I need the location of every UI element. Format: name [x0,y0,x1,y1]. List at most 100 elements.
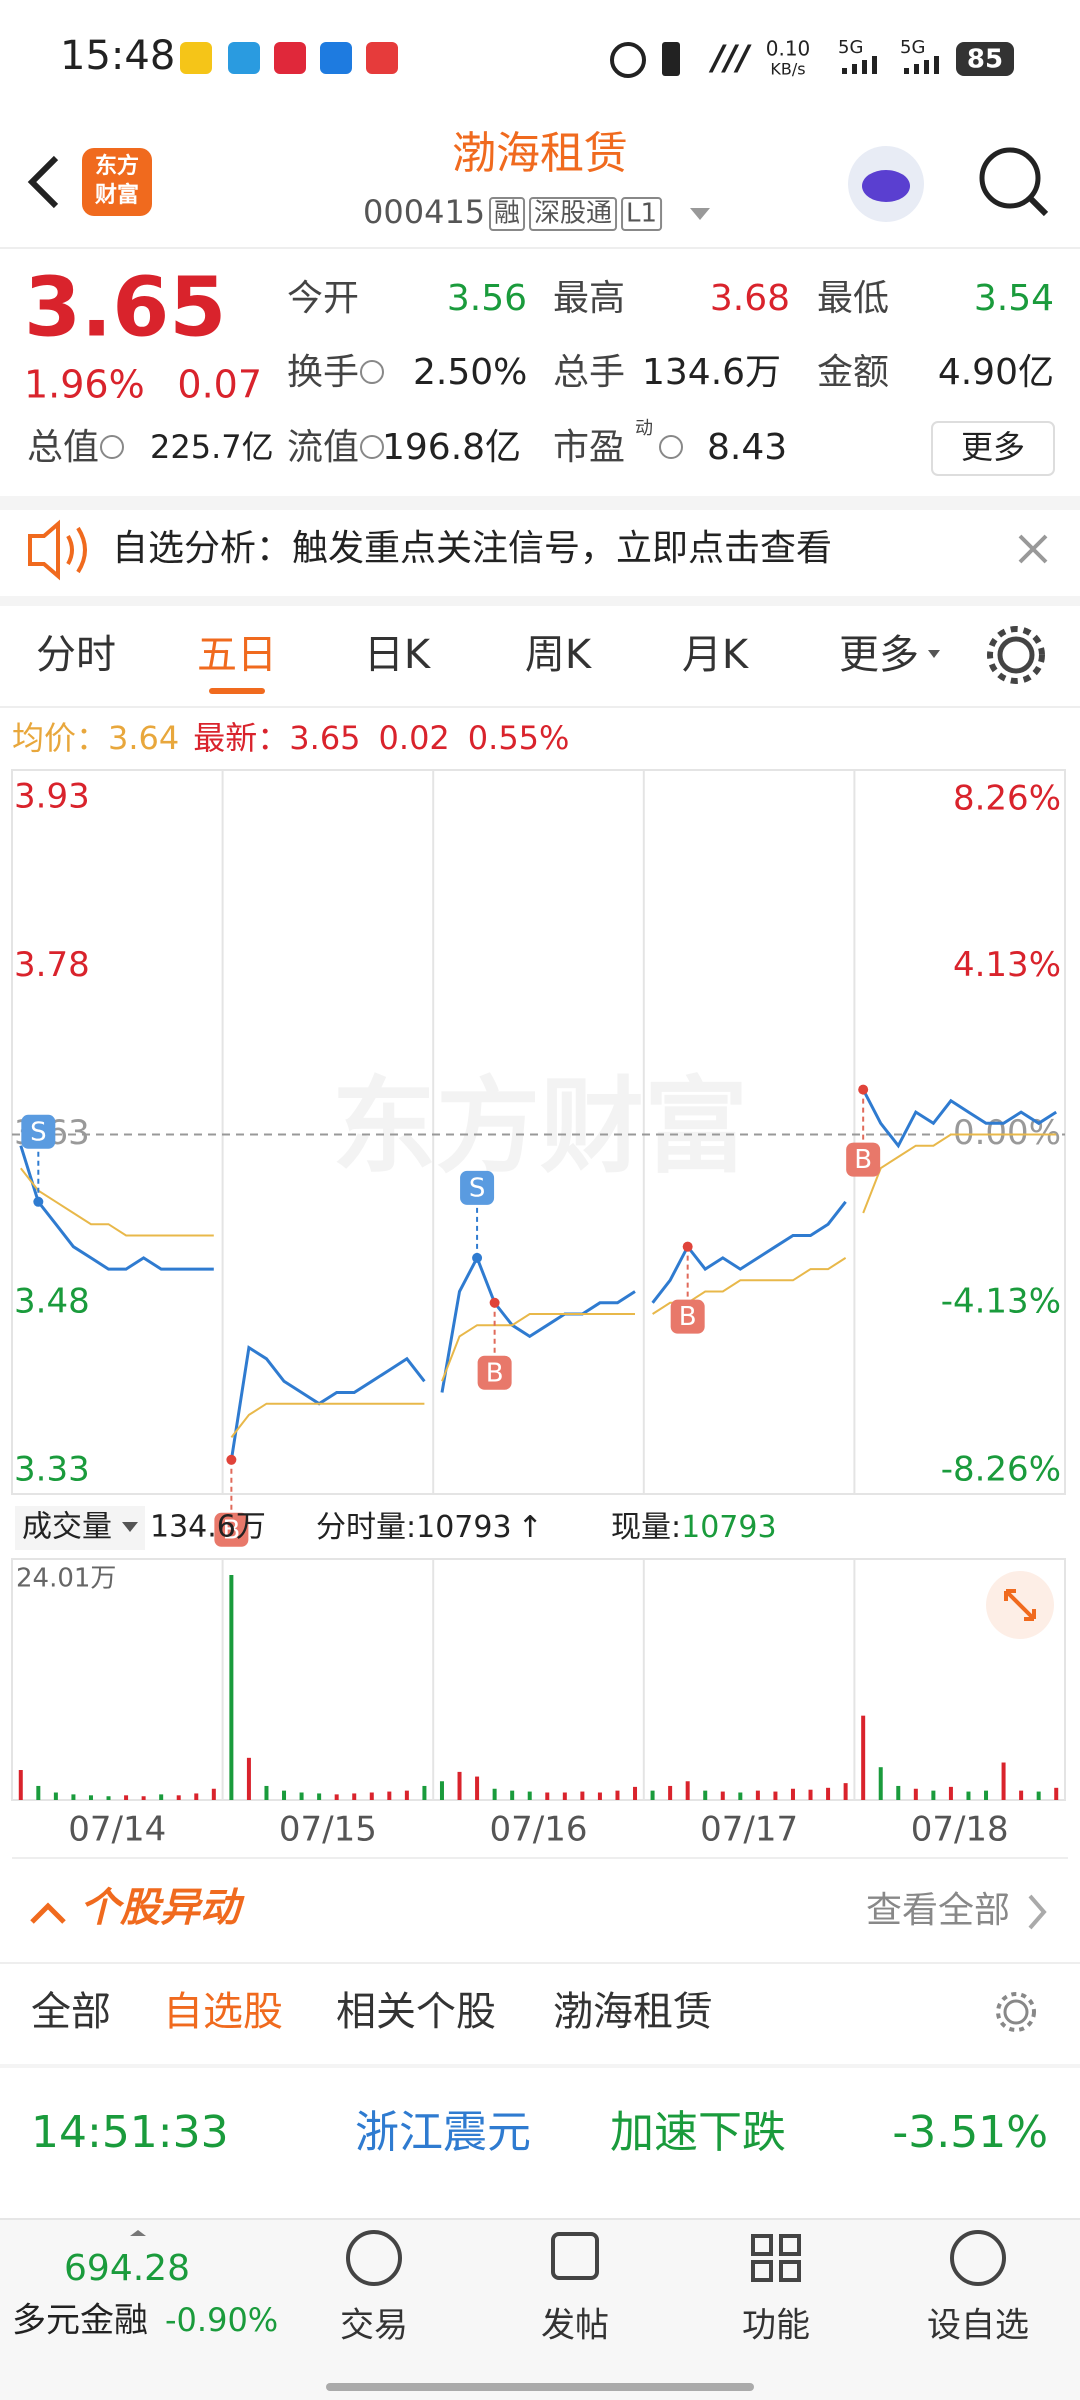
mover-tab[interactable]: 相关个股 [336,1989,496,2035]
signal-label: B [854,1145,872,1175]
field-value: 134.6万 [642,352,781,393]
volume-current: 现量:10793 [611,1510,777,1545]
nav-items: 交易 发帖 功能 设自选 [340,2306,1029,2346]
signal-label: 5G [838,37,863,58]
nav-label[interactable]: 设自选 [927,2306,1029,2346]
info-icon[interactable] [659,435,683,459]
signal-badge[interactable] [477,1355,512,1390]
latest-pct: 0.55% [468,719,570,757]
home-indicator [326,2383,754,2391]
chart-tab[interactable]: 月K [682,632,750,678]
movers-title: 个股异动 [80,1885,245,1931]
volume-bar [229,1575,234,1800]
field-label: 最低 [817,278,889,319]
info-icon[interactable] [360,360,384,384]
section-gap [0,596,1080,606]
app-icon [180,42,212,74]
volume-bar [334,1794,339,1800]
volume-bar [475,1776,480,1800]
more-button[interactable] [931,421,1055,476]
view-all[interactable]: 查看全部 [866,1890,1010,1931]
current-label: 现量: [611,1510,681,1545]
signal-label: 5G [900,37,925,58]
volume-bar [53,1792,58,1800]
volume-bar [1019,1790,1024,1800]
tag-box [489,197,526,231]
signal-label: S [469,1173,486,1203]
signal-label: S [30,1117,47,1147]
volume-bar [71,1794,76,1800]
dropdown-arrow[interactable] [690,208,710,220]
search-button[interactable] [979,147,1041,209]
mover-tab[interactable]: 渤海租赁 [553,1989,713,2035]
info-icon[interactable] [100,435,124,459]
volume-bar [141,1796,146,1800]
field-label: 换手 [287,352,359,393]
signal-badge[interactable] [214,1512,249,1547]
tag-box [529,197,618,231]
mover-tab[interactable]: 自选股 [163,1989,283,2035]
collapse-icon[interactable] [30,1902,66,1924]
chart-tab[interactable]: 更多 [839,632,919,678]
y2-tick-label: 4.13% [953,945,1061,985]
info-icon[interactable] [360,435,384,459]
index-name[interactable]: 多元金融 [12,2301,148,2341]
nav-label[interactable]: 发帖 [541,2306,609,2346]
bottom-nav [0,2218,1080,2400]
date-label: 07/16 [490,1810,588,1850]
field-value: 3.68 [710,278,790,319]
volume-bar [194,1793,199,1800]
watch-icon[interactable] [950,2230,1006,2286]
volume-bar [580,1791,585,1800]
dropdown-arrow [122,1522,138,1532]
logo[interactable] [82,148,152,216]
nav-label[interactable]: 交易 [340,2306,408,2346]
post-icon[interactable] [551,2232,599,2280]
mover-name[interactable]: 浙江震元 [355,2107,531,2158]
trade-icon[interactable] [346,2230,402,2286]
volume-bar [317,1793,322,1800]
search-handle [1027,195,1049,217]
divider [0,247,1080,249]
index-arrow[interactable] [130,2230,146,2236]
field-label: 金额 [817,352,889,393]
chart-tab[interactable]: 分时 [36,632,116,678]
speaker-icon[interactable] [28,519,60,581]
tick-volume: 10793 [416,1510,511,1545]
function-icon[interactable] [751,2234,801,2282]
volume-bar [790,1788,795,1800]
settings-icon[interactable] [997,636,1035,674]
signal-badge[interactable] [670,1299,705,1334]
volume-bar [457,1771,462,1800]
back-button[interactable] [27,155,59,209]
chart-frame [11,769,1066,1495]
chart-tab[interactable]: 日K [364,632,432,678]
signal-badge[interactable] [846,1142,881,1177]
chart-tab[interactable]: 五日 [197,632,277,678]
mover-time: 14:51:33 [31,2107,229,2158]
volume-bar [404,1790,409,1800]
volume-bar [1054,1787,1059,1800]
app-icon [320,42,352,74]
volume-bar [913,1788,918,1800]
signal-badge[interactable] [460,1170,495,1205]
signal-badge[interactable] [21,1114,56,1149]
chart-tab[interactable]: 周K [525,632,593,678]
expand-icon [1004,1589,1036,1621]
mover-tab[interactable]: 全部 [31,1989,111,2035]
volume-bar [966,1791,971,1800]
mover-settings[interactable] [1003,1999,1029,2025]
volume-bar [246,1757,251,1800]
notice-text[interactable]: 自选分析：触发重点关注信号，立即点击查看 [112,528,832,569]
y-tick-label: 3.93 [14,777,90,817]
battery-level: 85 [967,45,1003,75]
index-value[interactable]: 694.28 [64,2248,190,2289]
close-notice[interactable] [1018,534,1048,564]
volume-selector[interactable] [15,1506,145,1550]
nav-label[interactable]: 功能 [742,2306,810,2346]
code-tag: L1 [626,199,657,229]
y-tick-label: 3.48 [14,1281,90,1321]
price-line [19,1088,1058,1461]
